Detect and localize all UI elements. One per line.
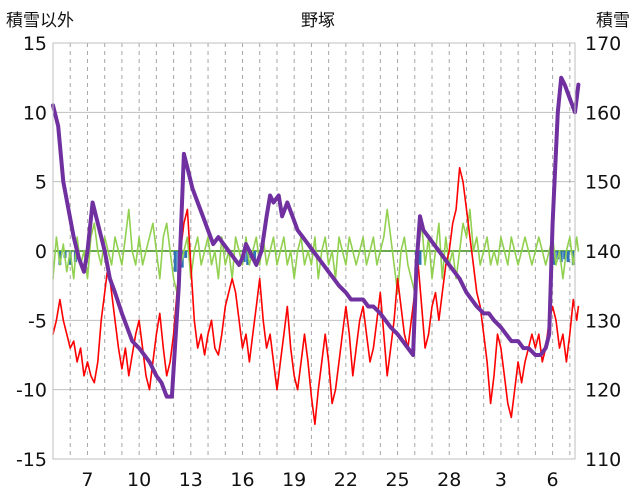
series-blue-bar bbox=[173, 251, 177, 272]
left-tick-label: -15 bbox=[16, 449, 47, 471]
series-blue-bar bbox=[571, 251, 575, 265]
series-green-line bbox=[52, 208, 580, 294]
x-tick-label: 3 bbox=[495, 469, 507, 491]
left-tick-label: -10 bbox=[16, 380, 47, 402]
chart-title: 野塚 bbox=[301, 11, 335, 31]
series-lines bbox=[51, 75, 581, 426]
x-tick-label: 25 bbox=[385, 469, 409, 491]
left-axis-ticks: 15 10 5 0 -5 -10 -15 bbox=[16, 33, 47, 471]
right-tick-label: 150 bbox=[585, 172, 621, 194]
series-blue-bar bbox=[68, 251, 72, 265]
series-blue-bar bbox=[552, 251, 556, 265]
right-tick-label: 120 bbox=[585, 380, 621, 402]
snow-depth-line bbox=[51, 75, 581, 399]
right-tick-label: 140 bbox=[585, 241, 621, 263]
x-tick-label: 6 bbox=[547, 469, 559, 491]
right-tick-label: 170 bbox=[585, 33, 621, 55]
series-blue-bar bbox=[566, 251, 570, 263]
right-axis-label: 積雪 bbox=[596, 11, 630, 31]
left-tick-label: -5 bbox=[28, 310, 47, 332]
x-tick-label: 7 bbox=[81, 469, 93, 491]
series-blue-bar bbox=[418, 251, 422, 265]
x-tick-label: 19 bbox=[282, 469, 306, 491]
x-tick-label: 22 bbox=[334, 469, 358, 491]
series-blue-bar bbox=[563, 251, 567, 260]
x-tick-label: 16 bbox=[230, 469, 254, 491]
series-blue-bar bbox=[253, 251, 257, 263]
series-blue-bar bbox=[184, 251, 188, 258]
right-axis-ticks: 170 160 150 140 130 120 110 bbox=[585, 33, 621, 471]
left-tick-label: 5 bbox=[35, 172, 47, 194]
x-tick-label: 28 bbox=[437, 469, 461, 491]
right-tick-label: 130 bbox=[585, 310, 621, 332]
series-blue-bar bbox=[246, 251, 250, 265]
series-red-line bbox=[52, 167, 580, 426]
left-axis-label: 積雪以外 bbox=[6, 11, 74, 31]
x-axis-ticks: 7 10 13 16 19 22 25 28 3 6 bbox=[81, 469, 558, 491]
left-tick-label: 0 bbox=[35, 241, 47, 263]
right-tick-label: 160 bbox=[585, 102, 621, 124]
right-tick-label: 110 bbox=[585, 449, 621, 471]
series-blue-bar bbox=[58, 251, 62, 265]
left-tick-label: 15 bbox=[23, 33, 47, 55]
left-tick-label: 10 bbox=[23, 102, 47, 124]
series-blue-bar bbox=[559, 251, 563, 263]
x-tick-label: 13 bbox=[179, 469, 203, 491]
plot-frame bbox=[52, 42, 576, 460]
x-tick-label: 10 bbox=[127, 469, 151, 491]
